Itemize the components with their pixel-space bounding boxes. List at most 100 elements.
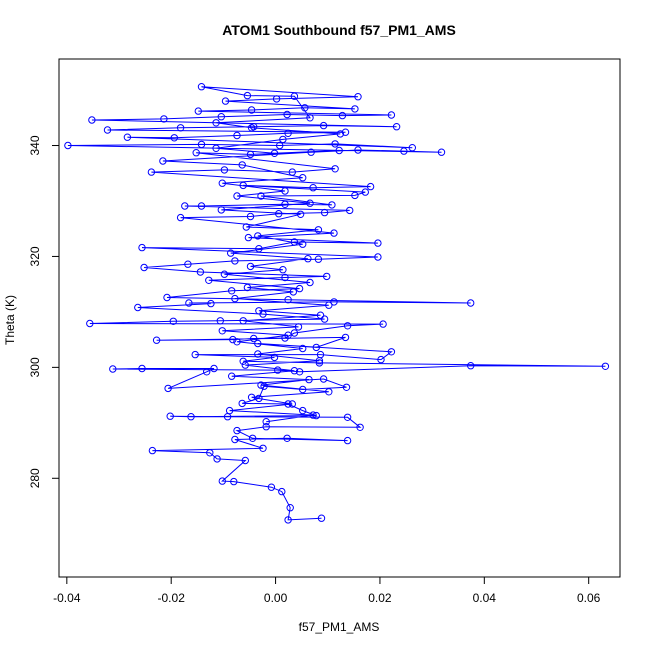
data-point [286,504,294,512]
data-point [248,434,257,442]
data-point [163,293,171,302]
data-point [343,436,352,445]
data-point [255,245,263,253]
data-point [176,124,185,132]
data-point [290,367,299,375]
data-point [152,336,161,344]
data-point [233,192,241,200]
data-point [218,477,227,485]
data-point [346,206,354,215]
data-point [246,262,255,271]
data-point [241,361,250,369]
data-point [305,375,313,384]
data-point [275,210,283,218]
data-point [290,238,299,246]
data-point [279,266,287,274]
data-point [231,294,239,303]
data-point [467,362,475,370]
data-point [210,364,218,373]
data-point [238,399,246,408]
data-point [354,93,362,101]
data-point [246,150,255,159]
data-point [217,206,226,214]
data-point [213,455,221,463]
data-point [283,434,291,442]
y-tick-label: 300 [28,357,42,377]
data-point [315,357,324,365]
data-point [299,174,307,182]
data-point [239,181,247,190]
data-point [243,283,252,292]
data-point [134,303,142,312]
data-point [197,140,206,149]
data-point [392,123,401,131]
data-point [315,359,324,367]
data-point [229,335,237,344]
data-point [221,97,230,105]
data-point [400,147,408,155]
y-tick-label: 280 [28,468,42,488]
data-point [278,487,286,496]
data-point [196,268,205,276]
data-point [336,130,344,138]
data-point [294,323,303,331]
data-point [212,119,220,127]
data-point [284,331,292,339]
data-point [387,111,396,119]
data-point [176,213,185,222]
data-point [257,381,265,389]
data-point [284,129,292,138]
data-point [239,317,247,325]
data-point [185,299,193,307]
data-point [467,299,475,307]
data-point [314,226,323,234]
data-point [255,307,263,315]
data-point [328,201,336,209]
plot-frame [58,58,621,578]
data-point [64,141,72,150]
data-point [169,317,178,325]
data-point [86,319,94,328]
data-point [601,362,610,370]
data-point [270,149,279,158]
data-point [159,157,167,165]
data-point [228,287,236,295]
data-point [274,366,282,374]
data-point [220,270,229,278]
data-point [299,385,307,394]
data-point [323,272,331,281]
data-point [307,148,315,156]
data-point [181,202,189,210]
data-point [306,199,314,207]
data-point [206,449,214,457]
data-point [160,115,168,123]
data-point [306,278,314,287]
data-point [197,202,206,210]
chart-title: ATOM1 Southbound f57_PM1_AMS [222,22,456,38]
data-point [304,255,312,263]
data-point [314,255,323,263]
data-point [244,233,253,242]
data-point [231,435,239,444]
data-point [241,456,250,465]
series-line [67,86,606,521]
data-point [140,263,148,272]
data-point [276,141,284,150]
data-point [254,339,262,348]
data-point [290,329,299,337]
data-point [309,184,317,192]
data-point [288,400,296,408]
data-point [233,426,241,435]
data-point [374,239,382,247]
data-point [270,353,279,362]
data-point [259,444,267,452]
data-point [290,92,299,100]
data-point [331,165,339,173]
data-point [138,243,146,252]
data-point [164,384,172,393]
data-point [319,375,328,383]
data-point [230,477,238,486]
data-point [228,372,236,380]
